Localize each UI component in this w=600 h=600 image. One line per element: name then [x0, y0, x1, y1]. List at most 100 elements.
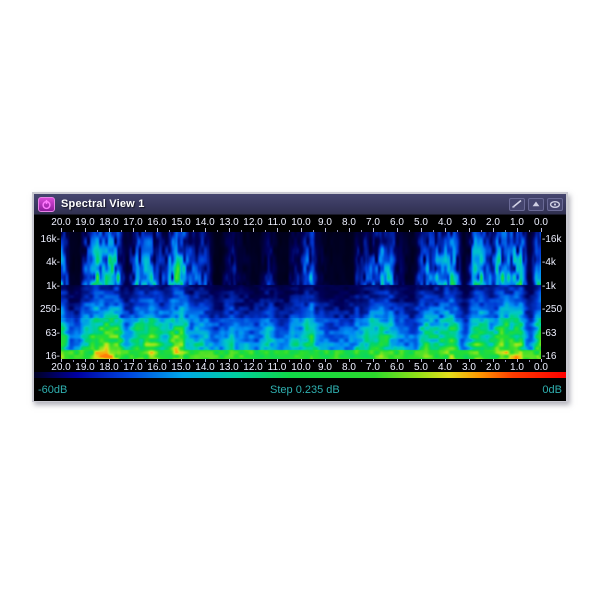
- time-tick-label: 10.0: [291, 217, 311, 228]
- axis-tick: [373, 228, 374, 232]
- axis-tick: [97, 360, 98, 362]
- axis-tick: [229, 228, 230, 232]
- axis-tick: [529, 360, 530, 362]
- axis-tick: [253, 359, 254, 362]
- axis-tick: [337, 230, 338, 232]
- spectral-view-window: Spectral View 1: [32, 192, 568, 402]
- time-tick-label: 15.0: [171, 362, 191, 373]
- time-tick-label: 5.0: [414, 362, 428, 373]
- axis-tick: [313, 230, 314, 232]
- axis-tick: [337, 360, 338, 362]
- pencil-icon[interactable]: [509, 197, 525, 211]
- time-tick-label: 13.0: [219, 217, 239, 228]
- axis-tick: [133, 228, 134, 232]
- time-tick-label: 19.0: [75, 217, 95, 228]
- axis-tick: [313, 360, 314, 362]
- time-tick-label: 2.0: [486, 362, 500, 373]
- freq-label-right: -1k: [542, 280, 556, 292]
- axis-tick: [253, 228, 254, 232]
- axis-tick: [529, 230, 530, 232]
- amplitude-gradient-bar: [34, 372, 566, 378]
- axis-tick: [85, 228, 86, 232]
- axis-tick: [349, 359, 350, 362]
- time-tick-label: 5.0: [414, 217, 428, 228]
- axis-tick: [517, 359, 518, 362]
- time-tick-label: 4.0: [438, 362, 452, 373]
- axis-tick: [397, 228, 398, 232]
- axis-tick: [121, 360, 122, 362]
- axis-tick: [181, 359, 182, 362]
- axis-tick: [373, 359, 374, 362]
- freq-label-right: -250: [542, 304, 563, 316]
- freq-label-left: 16-: [45, 351, 60, 362]
- time-tick-label: 12.0: [243, 217, 263, 228]
- time-tick-label: 3.0: [462, 217, 476, 228]
- freq-label-left: 16k-: [40, 234, 60, 245]
- time-tick-label: 19.0: [75, 362, 95, 373]
- axis-tick: [217, 360, 218, 362]
- axis-tick: [133, 359, 134, 362]
- axis-tick: [505, 360, 506, 362]
- axis-tick: [469, 228, 470, 232]
- axis-tick: [145, 360, 146, 362]
- axis-tick: [481, 230, 482, 232]
- axis-tick: [205, 228, 206, 232]
- axis-tick: [481, 360, 482, 362]
- axis-tick: [289, 230, 290, 232]
- axis-tick: [457, 230, 458, 232]
- axis-tick: [241, 230, 242, 232]
- oval-toggle-icon[interactable]: [547, 197, 563, 211]
- freq-label-left: 63-: [45, 327, 60, 339]
- time-tick-label: 8.0: [342, 362, 356, 373]
- axis-tick: [241, 360, 242, 362]
- status-min-db: -60dB: [38, 383, 68, 396]
- axis-tick: [409, 230, 410, 232]
- spectrogram-canvas[interactable]: [61, 232, 541, 359]
- axis-tick: [469, 359, 470, 362]
- time-tick-label: 14.0: [195, 217, 215, 228]
- axis-tick: [349, 228, 350, 232]
- time-tick-label: 18.0: [99, 362, 119, 373]
- axis-tick: [277, 359, 278, 362]
- time-tick-label: 15.0: [171, 217, 191, 228]
- axis-tick: [301, 228, 302, 232]
- axis-tick: [157, 228, 158, 232]
- axis-tick: [61, 359, 62, 362]
- freq-label-right: -16k: [542, 234, 562, 245]
- time-tick-label: 12.0: [243, 362, 263, 373]
- freq-label-right: -4k: [542, 257, 556, 269]
- time-tick-label: 20.0: [51, 217, 71, 228]
- axis-tick: [517, 228, 518, 232]
- time-tick-label: 17.0: [123, 217, 143, 228]
- time-tick-label: 17.0: [123, 362, 143, 373]
- axis-tick: [505, 230, 506, 232]
- axis-tick: [397, 359, 398, 362]
- axis-tick: [217, 230, 218, 232]
- time-tick-label: 2.0: [486, 217, 500, 228]
- axis-tick: [445, 359, 446, 362]
- time-tick-label: 9.0: [318, 362, 332, 373]
- window-title: Spectral View 1: [61, 198, 145, 210]
- axis-tick: [289, 360, 290, 362]
- axis-tick: [121, 230, 122, 232]
- axis-tick: [97, 230, 98, 232]
- power-icon[interactable]: [38, 196, 55, 212]
- axis-tick: [493, 228, 494, 232]
- time-tick-label: 11.0: [267, 362, 287, 373]
- axis-tick: [229, 359, 230, 362]
- titlebar[interactable]: Spectral View 1: [34, 194, 566, 215]
- axis-tick: [385, 360, 386, 362]
- axis-tick: [193, 230, 194, 232]
- time-tick-label: 10.0: [291, 362, 311, 373]
- time-tick-label: 9.0: [318, 217, 332, 228]
- axis-tick: [73, 360, 74, 362]
- freq-label-left: 1k-: [46, 280, 60, 292]
- time-tick-label: 6.0: [390, 217, 404, 228]
- axis-tick: [61, 228, 62, 232]
- axis-tick: [169, 230, 170, 232]
- time-tick-label: 3.0: [462, 362, 476, 373]
- axis-tick: [85, 359, 86, 362]
- freq-label-left: 250-: [39, 304, 60, 316]
- up-arrow-icon[interactable]: [528, 197, 544, 211]
